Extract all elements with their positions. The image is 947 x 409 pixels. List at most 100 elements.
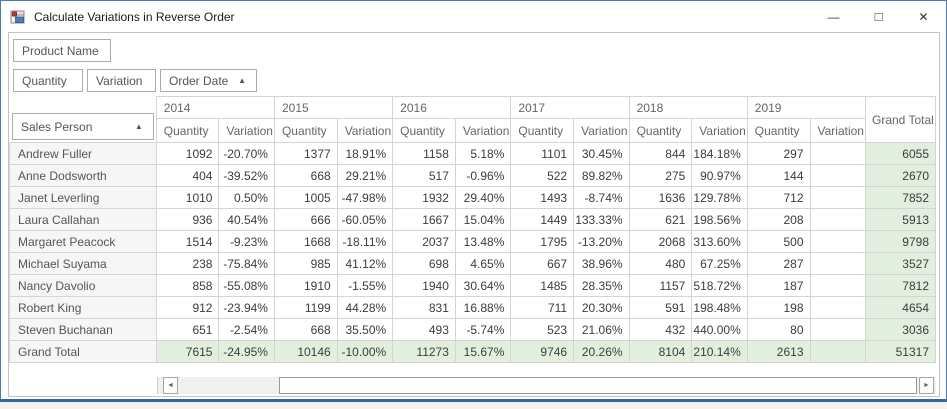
pivot-cell[interactable]: 712: [746, 186, 811, 209]
minimize-button[interactable]: —: [827, 9, 840, 24]
horizontal-scrollbar[interactable]: ◄ ►: [157, 377, 936, 394]
pivot-cell[interactable]: [809, 164, 866, 187]
pivot-cell[interactable]: 1636: [628, 186, 693, 209]
pivot-cell[interactable]: 523: [510, 318, 575, 341]
subheader-quantity[interactable]: Quantity: [392, 118, 456, 143]
pivot-cell[interactable]: 1158: [392, 142, 456, 165]
pivot-cell[interactable]: -2.54%: [218, 318, 275, 341]
pivot-cell[interactable]: 621: [628, 208, 693, 231]
pivot-cell[interactable]: 1932: [392, 186, 456, 209]
pivot-cell[interactable]: 651: [155, 318, 220, 341]
maximize-button[interactable]: □: [874, 9, 883, 24]
pivot-cell[interactable]: 35.50%: [336, 318, 394, 341]
scroll-right-button[interactable]: ►: [919, 377, 934, 394]
pivot-cell[interactable]: 4.65%: [454, 252, 512, 275]
pivot-cell[interactable]: 9746: [510, 340, 575, 363]
pivot-cell[interactable]: 38.96%: [573, 252, 630, 275]
row-header-cell[interactable]: Laura Callahan: [9, 208, 157, 231]
pivot-cell[interactable]: 15.67%: [454, 340, 512, 363]
pivot-cell[interactable]: 8104: [628, 340, 693, 363]
pivot-cell[interactable]: 44.28%: [336, 296, 394, 319]
grand-total-cell[interactable]: 7852: [864, 186, 937, 209]
pivot-cell[interactable]: 440.00%: [691, 318, 748, 341]
pivot-cell[interactable]: 67.25%: [691, 252, 748, 275]
pivot-cell[interactable]: 144: [746, 164, 811, 187]
grand-total-cell[interactable]: 2670: [864, 164, 937, 187]
pivot-cell[interactable]: 7615: [155, 340, 220, 363]
scrollbar-thumb[interactable]: [279, 377, 917, 394]
column-header-year-2017[interactable]: 2017: [510, 96, 630, 119]
column-header-year-2019[interactable]: 2019: [746, 96, 866, 119]
pivot-cell[interactable]: 20.26%: [573, 340, 630, 363]
grand-total-cell[interactable]: 51317: [864, 340, 937, 363]
pivot-cell[interactable]: 404: [155, 164, 220, 187]
subheader-variation[interactable]: Variation: [454, 118, 512, 143]
pivot-cell[interactable]: [809, 296, 866, 319]
pivot-cell[interactable]: -8.74%: [573, 186, 630, 209]
row-header-cell[interactable]: Andrew Fuller: [9, 142, 157, 165]
pivot-cell[interactable]: -20.70%: [218, 142, 275, 165]
pivot-cell[interactable]: 912: [155, 296, 220, 319]
pivot-cell[interactable]: 187: [746, 274, 811, 297]
pivot-cell[interactable]: 184.18%: [691, 142, 748, 165]
grand-total-cell[interactable]: 3527: [864, 252, 937, 275]
pivot-cell[interactable]: -10.00%: [336, 340, 394, 363]
pivot-cell[interactable]: 2068: [628, 230, 693, 253]
pivot-cell[interactable]: -75.84%: [218, 252, 275, 275]
subheader-variation[interactable]: Variation: [691, 118, 748, 143]
pivot-cell[interactable]: -55.08%: [218, 274, 275, 297]
subheader-variation[interactable]: Variation: [573, 118, 630, 143]
order-date-field[interactable]: Order Date ▲: [160, 69, 257, 92]
pivot-cell[interactable]: 2613: [746, 340, 811, 363]
pivot-cell[interactable]: 522: [510, 164, 575, 187]
pivot-cell[interactable]: 313.60%: [691, 230, 748, 253]
grand-total-cell[interactable]: 4654: [864, 296, 937, 319]
row-header-cell[interactable]: Steven Buchanan: [9, 318, 157, 341]
pivot-cell[interactable]: 18.91%: [336, 142, 394, 165]
pivot-cell[interactable]: 1667: [392, 208, 456, 231]
grand-total-cell[interactable]: 6055: [864, 142, 937, 165]
pivot-cell[interactable]: 129.78%: [691, 186, 748, 209]
grand-total-column-header[interactable]: Grand Total: [864, 96, 937, 143]
pivot-cell[interactable]: [809, 208, 866, 231]
pivot-cell[interactable]: -39.52%: [218, 164, 275, 187]
pivot-cell[interactable]: 1010: [155, 186, 220, 209]
grand-total-cell[interactable]: 3036: [864, 318, 937, 341]
pivot-cell[interactable]: 844: [628, 142, 693, 165]
pivot-cell[interactable]: 297: [746, 142, 811, 165]
pivot-cell[interactable]: -60.05%: [336, 208, 394, 231]
subheader-quantity[interactable]: Quantity: [746, 118, 811, 143]
column-header-year-2016[interactable]: 2016: [392, 96, 512, 119]
pivot-cell[interactable]: 208: [746, 208, 811, 231]
pivot-cell[interactable]: 1199: [273, 296, 338, 319]
pivot-cell[interactable]: [809, 318, 866, 341]
product-name-field[interactable]: Product Name: [13, 39, 111, 62]
row-header-cell[interactable]: Robert King: [9, 296, 157, 319]
pivot-cell[interactable]: 15.04%: [454, 208, 512, 231]
pivot-cell[interactable]: 10146: [273, 340, 338, 363]
pivot-cell[interactable]: -9.23%: [218, 230, 275, 253]
pivot-cell[interactable]: 198.56%: [691, 208, 748, 231]
pivot-cell[interactable]: 518.72%: [691, 274, 748, 297]
pivot-cell[interactable]: 831: [392, 296, 456, 319]
pivot-cell[interactable]: 936: [155, 208, 220, 231]
pivot-cell[interactable]: 698: [392, 252, 456, 275]
pivot-cell[interactable]: -18.11%: [336, 230, 394, 253]
close-button[interactable]: ✕: [918, 9, 929, 24]
row-header-cell[interactable]: Nancy Davolio: [9, 274, 157, 297]
pivot-cell[interactable]: 20.30%: [573, 296, 630, 319]
pivot-cell[interactable]: 985: [273, 252, 338, 275]
pivot-cell[interactable]: 480: [628, 252, 693, 275]
pivot-cell[interactable]: 1101: [510, 142, 575, 165]
pivot-cell[interactable]: 1092: [155, 142, 220, 165]
pivot-cell[interactable]: 1493: [510, 186, 575, 209]
row-header-cell[interactable]: Anne Dodsworth: [9, 164, 157, 187]
pivot-cell[interactable]: 198.48%: [691, 296, 748, 319]
subheader-variation[interactable]: Variation: [218, 118, 275, 143]
pivot-cell[interactable]: 500: [746, 230, 811, 253]
pivot-cell[interactable]: 198: [746, 296, 811, 319]
pivot-cell[interactable]: 80: [746, 318, 811, 341]
subheader-quantity[interactable]: Quantity: [273, 118, 338, 143]
pivot-cell[interactable]: 1449: [510, 208, 575, 231]
pivot-cell[interactable]: 29.21%: [336, 164, 394, 187]
